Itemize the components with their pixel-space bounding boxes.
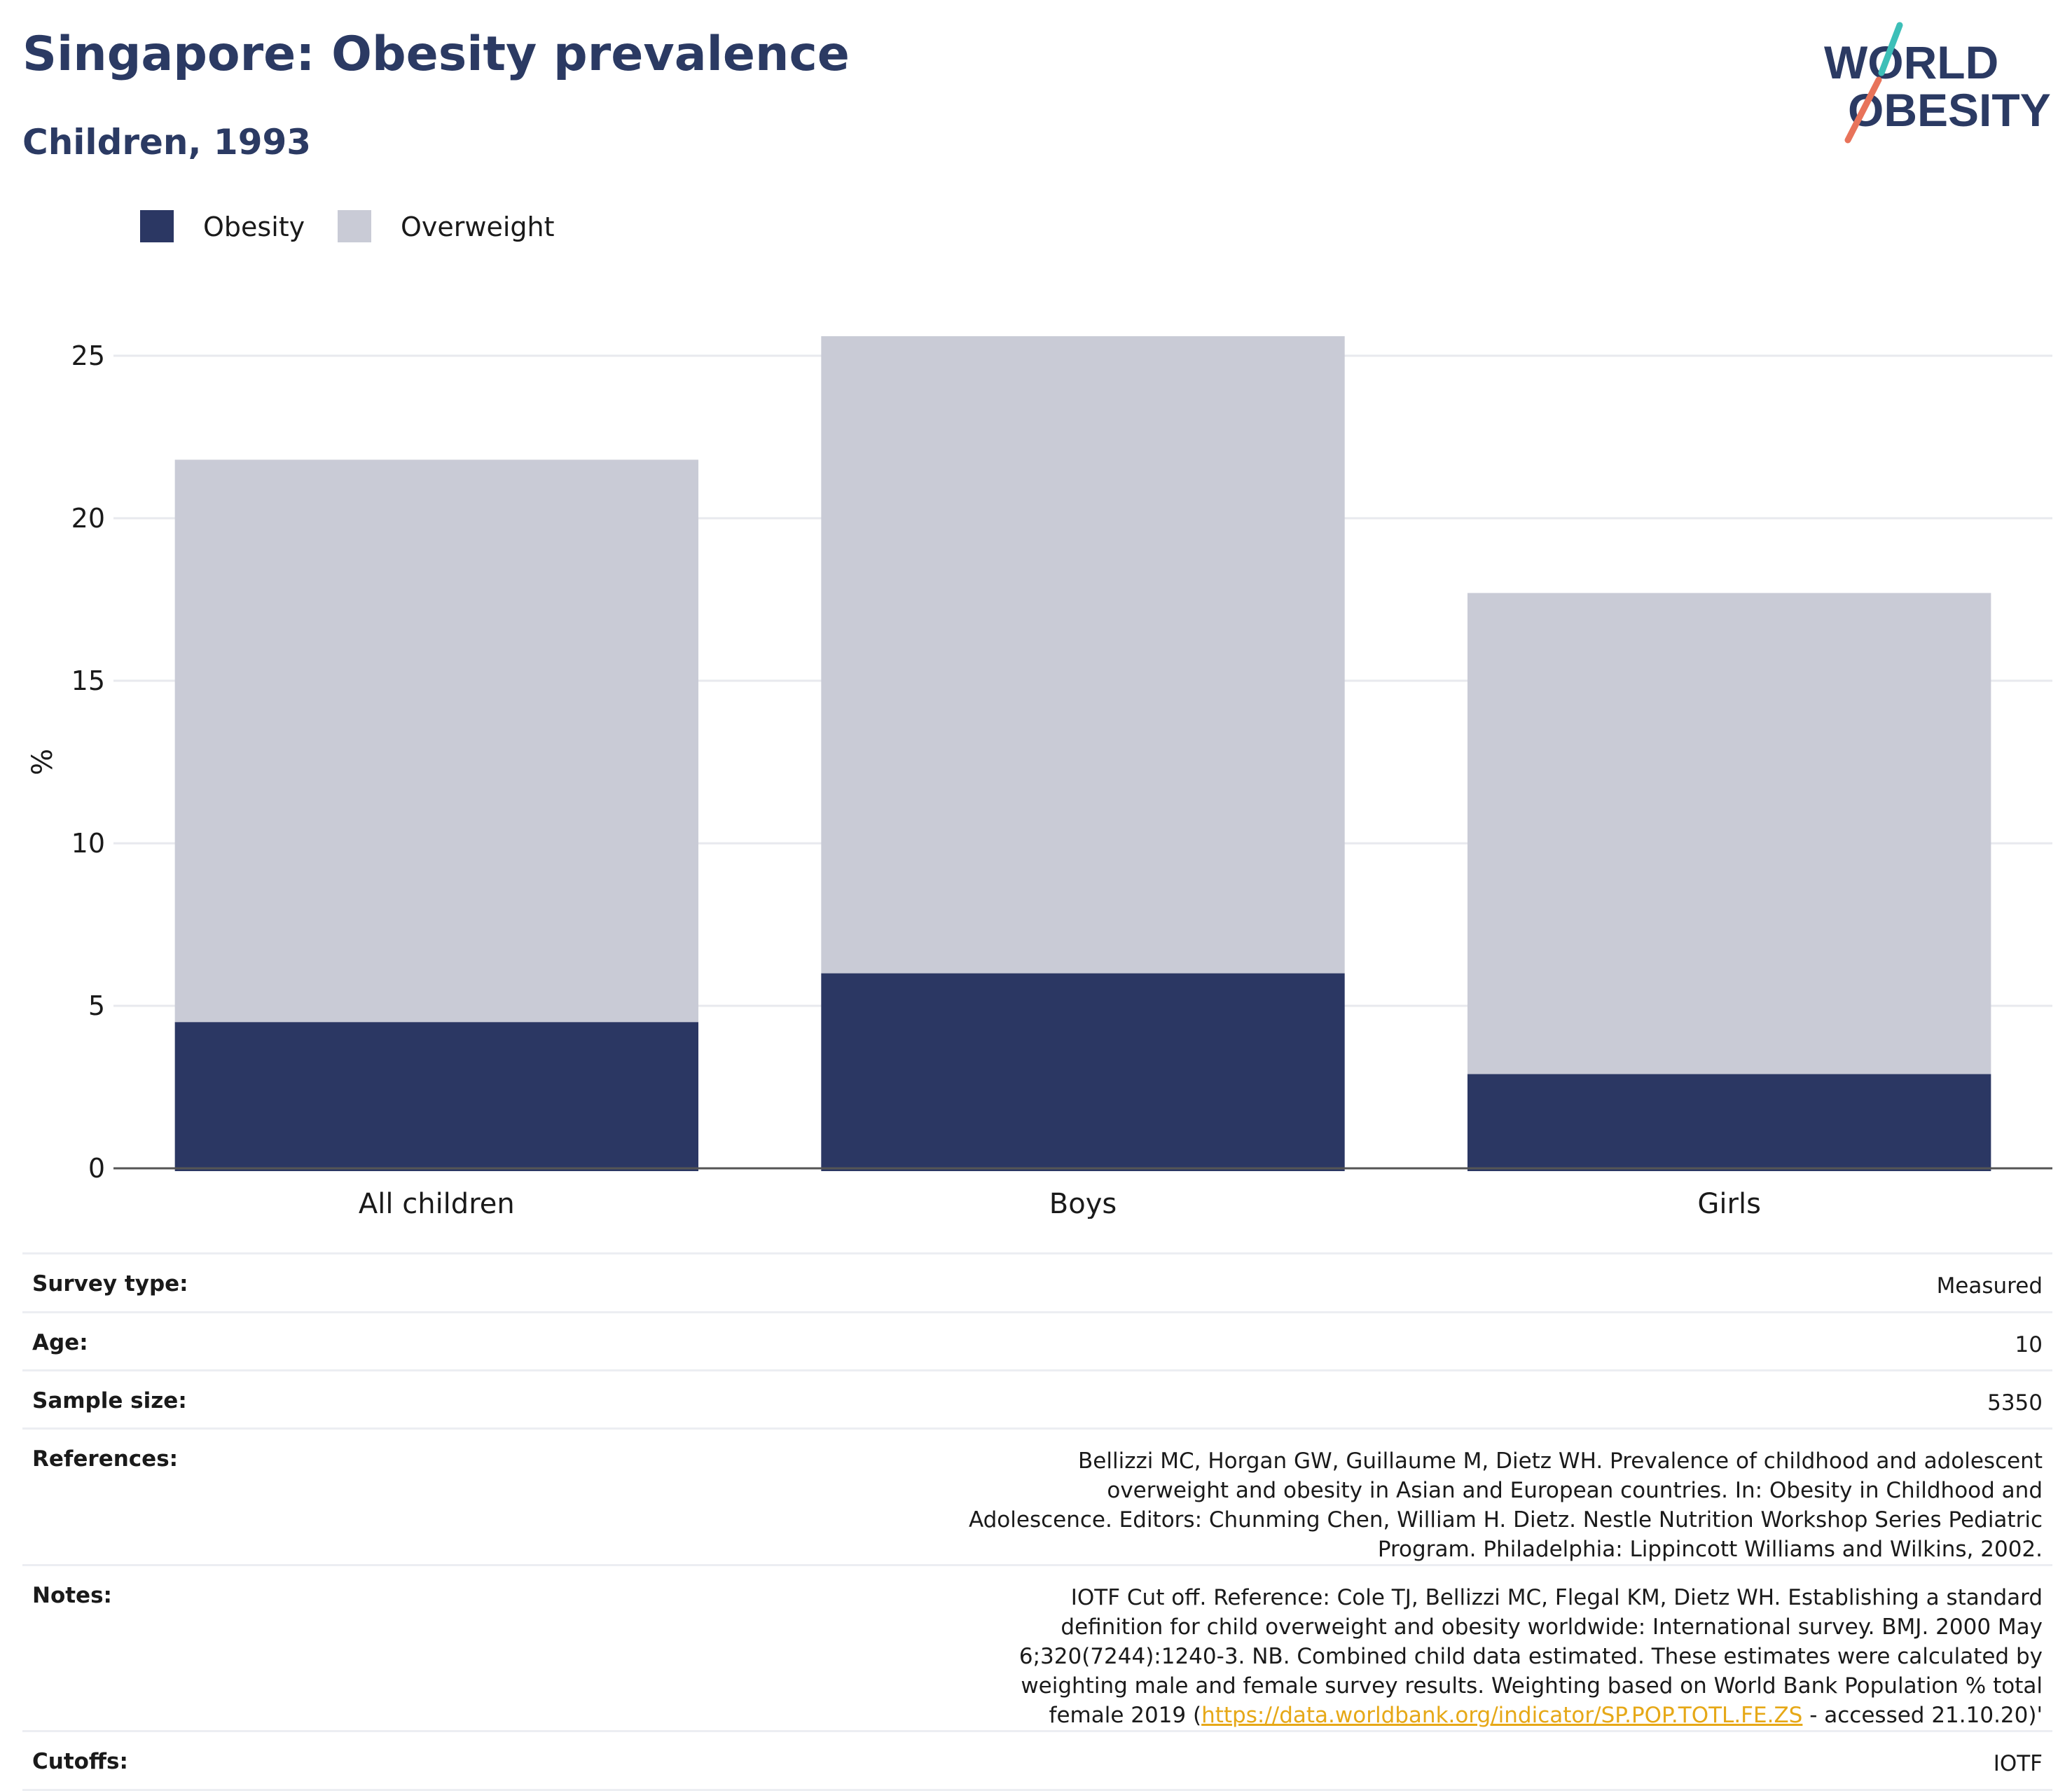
info-value: 5350 xyxy=(434,1370,2052,1430)
x-tick-label: Boys xyxy=(1049,1188,1117,1219)
legend-swatch-overweight xyxy=(338,210,371,242)
bar-obesity-all-children xyxy=(174,1022,699,1171)
info-key: Age: xyxy=(22,1312,434,1371)
y-tick-label: 20 xyxy=(71,503,105,534)
survey-info-table: Survey type: Measured Age: 10 Sample siz… xyxy=(22,1252,2052,1791)
y-tick-label: 25 xyxy=(71,340,105,371)
chart-subtitle: Children, 1993 xyxy=(22,122,312,162)
bar-overweight-girls xyxy=(1467,593,1991,1074)
info-value: Bellizzi MC, Horgan GW, Guillaume M, Die… xyxy=(434,1428,2052,1566)
info-value: 10 xyxy=(434,1312,2052,1371)
bar-obesity-boys xyxy=(821,973,1345,1171)
info-row-notes: Notes: IOTF Cut off. Reference: Cole TJ,… xyxy=(22,1565,2052,1732)
x-tick-label: All children xyxy=(359,1188,515,1219)
worldbank-link[interactable]: https://data.worldbank.org/indicator/SP.… xyxy=(1201,1703,1803,1728)
info-key: Notes: xyxy=(22,1565,434,1732)
y-axis-label: % xyxy=(27,749,59,775)
info-key: Sample size: xyxy=(22,1370,434,1430)
info-row-survey-type: Survey type: Measured xyxy=(22,1252,2052,1313)
logo-text-line1: WORLD xyxy=(1824,36,1998,88)
logo-text-line2: OBESITY xyxy=(1848,84,2051,136)
info-row-sample-size: Sample size: 5350 xyxy=(22,1370,2052,1430)
y-tick-label: 10 xyxy=(71,828,105,859)
info-key: Cutoffs: xyxy=(22,1731,434,1791)
bar-overweight-boys xyxy=(821,336,1345,974)
info-row-age: Age: 10 xyxy=(22,1312,2052,1371)
stacked-bar-chart: 0 5 10 15 20 25% All children Boys Girls xyxy=(27,336,2052,1219)
info-value: IOTF xyxy=(434,1731,2052,1791)
legend-swatch-obesity xyxy=(140,210,174,242)
notes-text: IOTF Cut off. Reference: Cole TJ, Belliz… xyxy=(1018,1585,2043,1728)
info-value: Measured xyxy=(434,1252,2052,1313)
info-row-references: References: Bellizzi MC, Horgan GW, Guil… xyxy=(22,1428,2052,1566)
legend-label-overweight: Overweight xyxy=(401,212,555,242)
info-value-notes: IOTF Cut off. Reference: Cole TJ, Belliz… xyxy=(434,1565,2052,1732)
info-key: References: xyxy=(22,1428,434,1566)
bar-obesity-girls xyxy=(1467,1074,1991,1171)
bar-overweight-all-children xyxy=(174,459,699,1023)
world-obesity-logo: WORLD OBESITY xyxy=(1824,22,2051,144)
info-row-cutoffs: Cutoffs: IOTF xyxy=(22,1731,2052,1791)
logo-slash-coral xyxy=(1844,76,1882,144)
legend-label-obesity: Obesity xyxy=(203,212,305,242)
y-tick-label: 0 xyxy=(88,1153,105,1184)
info-key: Survey type: xyxy=(22,1252,434,1313)
y-tick-label: 5 xyxy=(88,990,105,1021)
chart-title: Singapore: Obesity prevalence xyxy=(22,27,850,82)
notes-suffix: - accessed 21.10.20)' xyxy=(1802,1703,2043,1728)
x-tick-label: Girls xyxy=(1697,1188,1761,1219)
logo-slash-teal xyxy=(1878,22,1903,76)
y-tick-label: 15 xyxy=(71,665,105,696)
